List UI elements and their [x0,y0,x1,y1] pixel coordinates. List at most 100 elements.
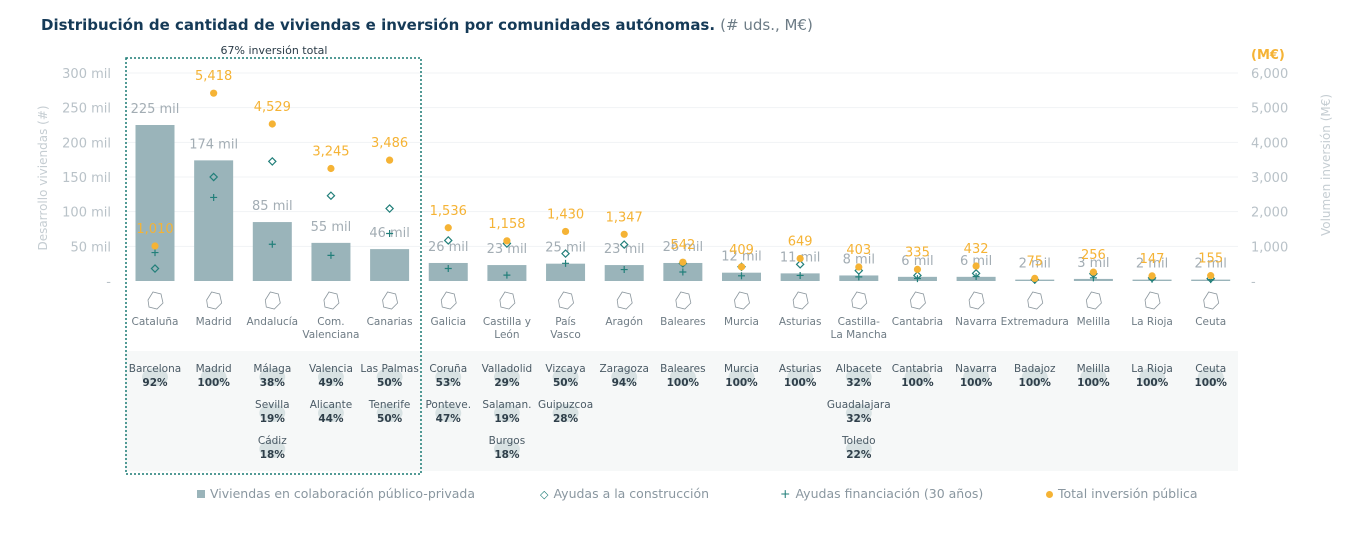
province-map-shape [259,440,286,458]
bar-value-label: 85 mil [252,199,293,214]
inversion-total-dot [737,263,746,271]
ayudas-construccion-marker [150,264,160,273]
ayudas-construccion-marker [443,235,453,245]
province-name: Tenerife [368,399,411,411]
ayudas-construccion-marker [385,204,395,213]
province-share: 50% [553,377,579,389]
right-tick-label: - [1251,275,1256,290]
province-map-shape [200,368,227,386]
inversion-value-label: 256 [1081,248,1106,263]
category-label: La Rioja [1131,316,1173,328]
province-name: Baleares [660,363,705,375]
province-map-shape [317,368,344,386]
province-map-shape [787,368,814,386]
ayudas-construccion-marker [267,156,277,166]
province-share: 19% [260,413,286,425]
legend-label: Total inversión pública [1058,486,1198,501]
legend-item: Viviendas en colaboración público-privad… [197,486,475,501]
inversion-total-dot [620,230,628,238]
province-name: Zaragoza [599,363,648,375]
chart-area: - - 50 mil 1,000 100 mil 2,000 150 mil 3,000 200… [36,44,1333,475]
inversion-value-label: 1,430 [547,207,584,222]
inversion-total-dot [913,265,922,273]
province-map-shape [669,368,696,386]
province-share: 100% [1194,377,1227,389]
province-name: Valencia [309,363,353,375]
bar [135,125,175,281]
inversion-total-dot [855,263,863,271]
ayudas-construccion-marker [619,240,629,250]
region-map-icon [616,291,633,310]
category-label: Ceuta [1195,316,1226,328]
category-label: Cantabria [892,316,943,328]
category-label: León [494,329,519,341]
bar-value-label: 3 mil [1077,256,1109,271]
inversion-value-label: 432 [964,242,989,257]
category-label: Valenciana [302,329,359,341]
bar [546,263,586,281]
inversion-total-dot [1148,272,1156,280]
ayudas-financiacion-marker [620,266,628,274]
category-label: Extremadura [1001,316,1069,328]
province-name: Navarra [955,363,997,375]
region-map-icon [734,291,750,310]
province-share: 94% [612,377,638,389]
province-map-shape [317,404,344,422]
category-label: Vasco [550,329,580,341]
bar-value-label: 26 mil [428,240,469,255]
province-map-shape [142,368,168,386]
province-map-shape [1139,368,1166,386]
province-name: Badajoz [1014,363,1056,375]
ayudas-financiacion-marker [562,259,570,267]
category-label: Aragón [605,316,643,328]
province-name: Barcelona [129,363,181,375]
province-share: 100% [784,377,817,389]
bar-value-label: 8 mil [843,252,875,267]
province-share: 18% [494,449,520,461]
inversion-value-label: 403 [846,243,871,258]
province-map-shape [376,368,403,386]
province-name: Alicante [310,399,352,411]
province-map-shape [845,404,872,422]
province-map-shape [259,368,286,386]
square-icon [197,490,205,498]
legend: Viviendas en colaboración público-privad… [0,484,1348,504]
province-share: 47% [436,413,462,425]
province-share: 28% [553,413,579,425]
chart-title-units: (# uds., M€) [720,16,813,34]
province-name: Madrid [196,363,232,375]
province-share: 32% [846,377,872,389]
bar-value-label: 6 mil [901,254,933,269]
left-tick-label: 50 mil [70,240,111,255]
right-axis-unit: (M€) [1251,48,1285,63]
right-tick-label: 3,000 [1251,171,1288,186]
province-share: 100% [1019,377,1052,389]
province-name: Ceuta [1195,363,1226,375]
province-map-shape [1080,368,1107,386]
province-share: 50% [377,413,403,425]
inversion-value-label: 649 [788,235,813,250]
ayudas-construccion-marker [795,259,805,269]
category-label: Castilla y [483,316,531,328]
province-share: 100% [667,377,700,389]
ayudas-construccion-marker [561,249,570,259]
province-name: Burgos [489,435,526,447]
category-label: País [555,316,576,328]
province-name: Cantabria [892,363,943,375]
region-map-icon [968,291,985,310]
inversion-value-label: 1,347 [606,210,643,225]
province-map-shape [493,404,520,422]
region-map-icon [206,291,223,310]
inversion-value-label: 1,536 [430,204,467,219]
province-share: 29% [494,377,520,389]
ayudas-financiacion-marker [327,251,335,259]
province-share: 100% [1136,377,1169,389]
category-label: Murcia [724,316,759,328]
province-name: Asturias [779,363,822,375]
inversion-total-dot [1207,272,1215,280]
bar-value-label: 23 mil [487,242,528,257]
province-name: Málaga [253,363,291,375]
chart-title-block: Distribución de cantidad de viviendas e … [41,15,813,34]
dot-icon [1046,491,1053,498]
inversion-value-label: 147 [1140,252,1165,267]
